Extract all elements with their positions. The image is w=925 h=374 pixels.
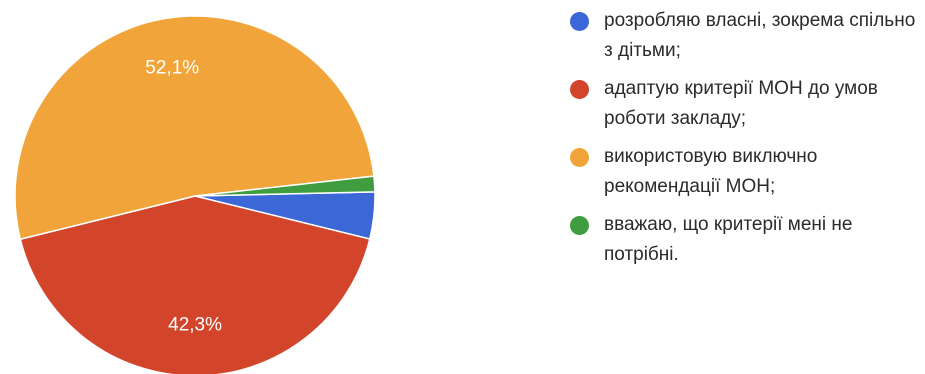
pie-label-use-recommendations: 52,1% — [145, 57, 199, 78]
pie-slice-adapt-criteria — [19, 195, 371, 374]
legend-marker-blue — [570, 12, 589, 31]
legend-item-adapt-criteria: адаптую критерії МОН до умов роботи закл… — [568, 74, 918, 134]
legend: розробляю власні, зокрема спільно з діть… — [568, 6, 918, 278]
legend-item-use-recommendations: використовую виключно рекомендації МОН; — [568, 142, 918, 202]
pie-chart: 42,3% 52,1% — [14, 15, 376, 374]
legend-label: використовую виключно рекомендації МОН; — [604, 146, 818, 197]
pie-label-adapt-criteria: 42,3% — [168, 315, 222, 336]
legend-item-own-criteria: розробляю власні, зокрема спільно з діть… — [568, 6, 918, 66]
legend-label: адаптую критерії МОН до умов роботи закл… — [604, 78, 878, 129]
legend-marker-red — [570, 80, 589, 99]
pie-slice-not-needed — [194, 175, 376, 197]
legend-marker-orange — [570, 148, 589, 167]
legend-label: розробляю власні, зокрема спільно з діть… — [604, 10, 916, 61]
pie-slice-use-recommendations — [14, 15, 375, 241]
legend-item-not-needed: вважаю, що критерії мені не потрібні. — [568, 210, 918, 270]
legend-marker-green — [570, 216, 589, 235]
legend-label: вважаю, що критерії мені не потрібні. — [604, 214, 853, 265]
